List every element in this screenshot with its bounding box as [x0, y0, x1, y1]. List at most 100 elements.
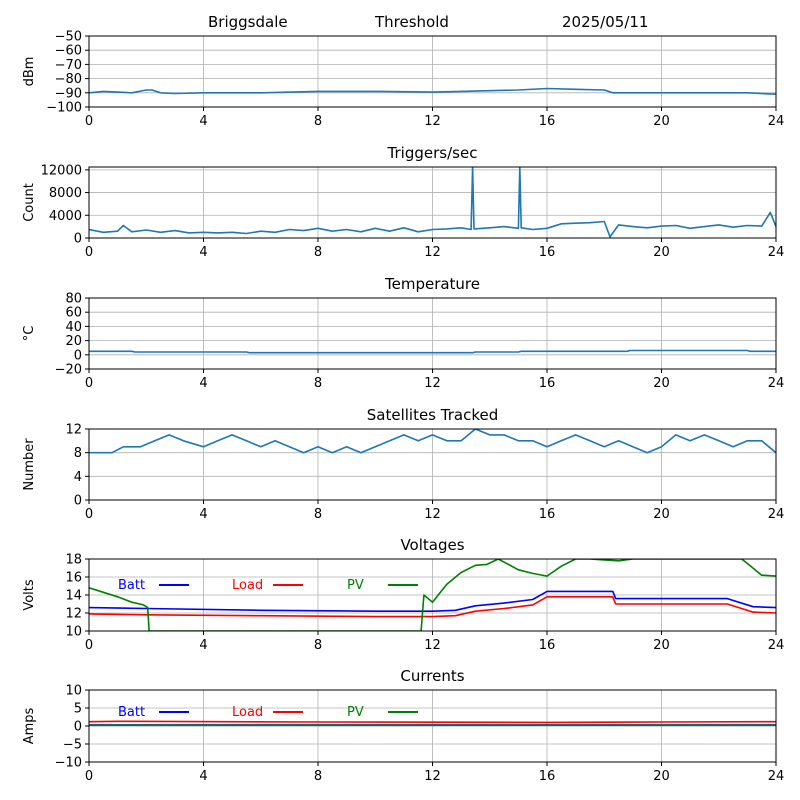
y-tick-label: 4000 — [49, 209, 82, 224]
y-tick-label: −50 — [55, 30, 82, 45]
header-date: 2025/05/11 — [562, 13, 648, 31]
y-tick-label: 80 — [65, 292, 82, 307]
series-line-batt — [89, 590, 776, 613]
x-tick-label: 24 — [768, 245, 785, 260]
legend-label-batt: Batt — [118, 705, 145, 720]
y-tick-label: 5 — [74, 702, 82, 717]
y-tick-label: 10 — [65, 684, 82, 699]
y-tick-label: 0 — [74, 348, 82, 363]
y-tick-label: 10 — [65, 625, 82, 640]
y-tick-label: 18 — [65, 553, 82, 568]
y-tick-label: 0 — [74, 232, 82, 247]
x-tick-label: 24 — [768, 769, 785, 784]
series-line-load — [89, 720, 776, 724]
y-tick-label: 14 — [65, 589, 82, 604]
chart-title: Satellites Tracked — [367, 406, 498, 424]
series-line-load — [89, 595, 776, 618]
y-tick-label: 12 — [65, 423, 82, 438]
x-tick-label: 24 — [768, 376, 785, 391]
y-tick-label: 12000 — [41, 163, 82, 178]
x-tick-label: 20 — [653, 638, 670, 653]
x-tick-label: 20 — [653, 507, 670, 522]
y-tick-label: 60 — [65, 306, 82, 321]
x-tick-label: 4 — [199, 769, 207, 784]
y-tick-label: −5 — [63, 738, 82, 753]
chart-title: Triggers/sec — [387, 144, 478, 162]
x-tick-label: 16 — [539, 507, 556, 522]
x-tick-label: 24 — [768, 114, 785, 129]
legend-label-pv: PV — [347, 705, 364, 720]
series-line-0 — [89, 349, 776, 354]
y-tick-label: 20 — [65, 334, 82, 349]
chart-panel-3: 0 4 8 12 16 20 24 0 4 8 12 Satellites Tracked Number — [22, 406, 784, 522]
legend-label-load: Load — [232, 705, 263, 720]
x-tick-label: 4 — [199, 114, 207, 129]
series-line-0 — [89, 87, 776, 95]
legend-label-load: Load — [232, 578, 263, 593]
y-tick-label: −20 — [55, 363, 82, 378]
y-tick-label: 0 — [74, 494, 82, 509]
series-line-0 — [89, 429, 776, 454]
y-axis-label: dBm — [22, 57, 37, 87]
x-tick-label: 20 — [653, 245, 670, 260]
x-tick-label: 20 — [653, 114, 670, 129]
x-tick-label: 12 — [424, 376, 441, 391]
x-tick-label: 12 — [424, 769, 441, 784]
x-tick-label: 20 — [653, 769, 670, 784]
y-tick-label: 12 — [65, 607, 82, 622]
y-tick-label: −90 — [55, 86, 82, 101]
header-mode: Threshold — [374, 13, 449, 31]
x-tick-label: 8 — [314, 245, 322, 260]
x-tick-label: 0 — [85, 638, 93, 653]
x-tick-label: 8 — [314, 507, 322, 522]
x-tick-label: 4 — [199, 507, 207, 522]
chart-panel-1: 0 4 8 12 16 20 24 0 4000 8000 12000 Triggers/sec Cou… — [22, 144, 784, 260]
y-tick-label: 40 — [65, 320, 82, 335]
y-tick-label: 8000 — [49, 186, 82, 201]
chart-title: Currents — [400, 667, 464, 685]
y-tick-label: 4 — [74, 470, 82, 485]
x-tick-label: 16 — [539, 376, 556, 391]
x-tick-label: 16 — [539, 769, 556, 784]
y-axis-label: Count — [22, 183, 37, 222]
series-line-pv — [89, 559, 776, 631]
y-axis-label: Number — [22, 438, 37, 491]
x-tick-label: 16 — [539, 245, 556, 260]
x-tick-label: 0 — [85, 769, 93, 784]
x-tick-label: 4 — [199, 245, 207, 260]
chart-panel-0: 0 4 8 12 16 20 24 −100−90−80−70−60−50 dBm — [22, 30, 784, 130]
y-tick-label: 0 — [74, 720, 82, 735]
y-tick-label: −70 — [55, 58, 82, 73]
x-tick-label: 12 — [424, 114, 441, 129]
chart-title: Voltages — [400, 536, 464, 554]
x-tick-label: 12 — [424, 245, 441, 260]
chart-panel-4: 0 4 8 12 16 20 24 10 12 14 16 18 Voltages Volts Batt Lo… — [22, 536, 784, 653]
x-tick-label: 20 — [653, 376, 670, 391]
y-axis-label: Volts — [22, 579, 37, 611]
x-tick-label: 24 — [768, 638, 785, 653]
x-tick-label: 0 — [85, 245, 93, 260]
chart-panel-5: 0 4 8 12 16 20 24 −10 −5 0 5 10 Currents Amps Batt Load… — [22, 667, 784, 784]
x-tick-label: 12 — [424, 507, 441, 522]
legend-label-pv: PV — [347, 578, 364, 593]
y-axis-label: °C — [22, 326, 37, 342]
x-tick-label: 16 — [539, 638, 556, 653]
x-tick-label: 12 — [424, 638, 441, 653]
x-tick-label: 0 — [85, 507, 93, 522]
x-tick-label: 0 — [85, 376, 93, 391]
x-tick-label: 24 — [768, 507, 785, 522]
y-axis-label: Amps — [22, 707, 37, 744]
x-tick-label: 8 — [314, 638, 322, 653]
y-tick-label: −100 — [46, 101, 82, 116]
x-tick-label: 4 — [199, 376, 207, 391]
chart-title: Temperature — [384, 275, 480, 293]
x-tick-label: 4 — [199, 638, 207, 653]
series-line-0 — [89, 167, 776, 238]
y-tick-label: 16 — [65, 571, 82, 586]
y-tick-label: −60 — [55, 44, 82, 59]
x-tick-label: 8 — [314, 114, 322, 129]
header-station: Briggsdale — [208, 13, 288, 31]
y-tick-label: −10 — [55, 756, 82, 771]
